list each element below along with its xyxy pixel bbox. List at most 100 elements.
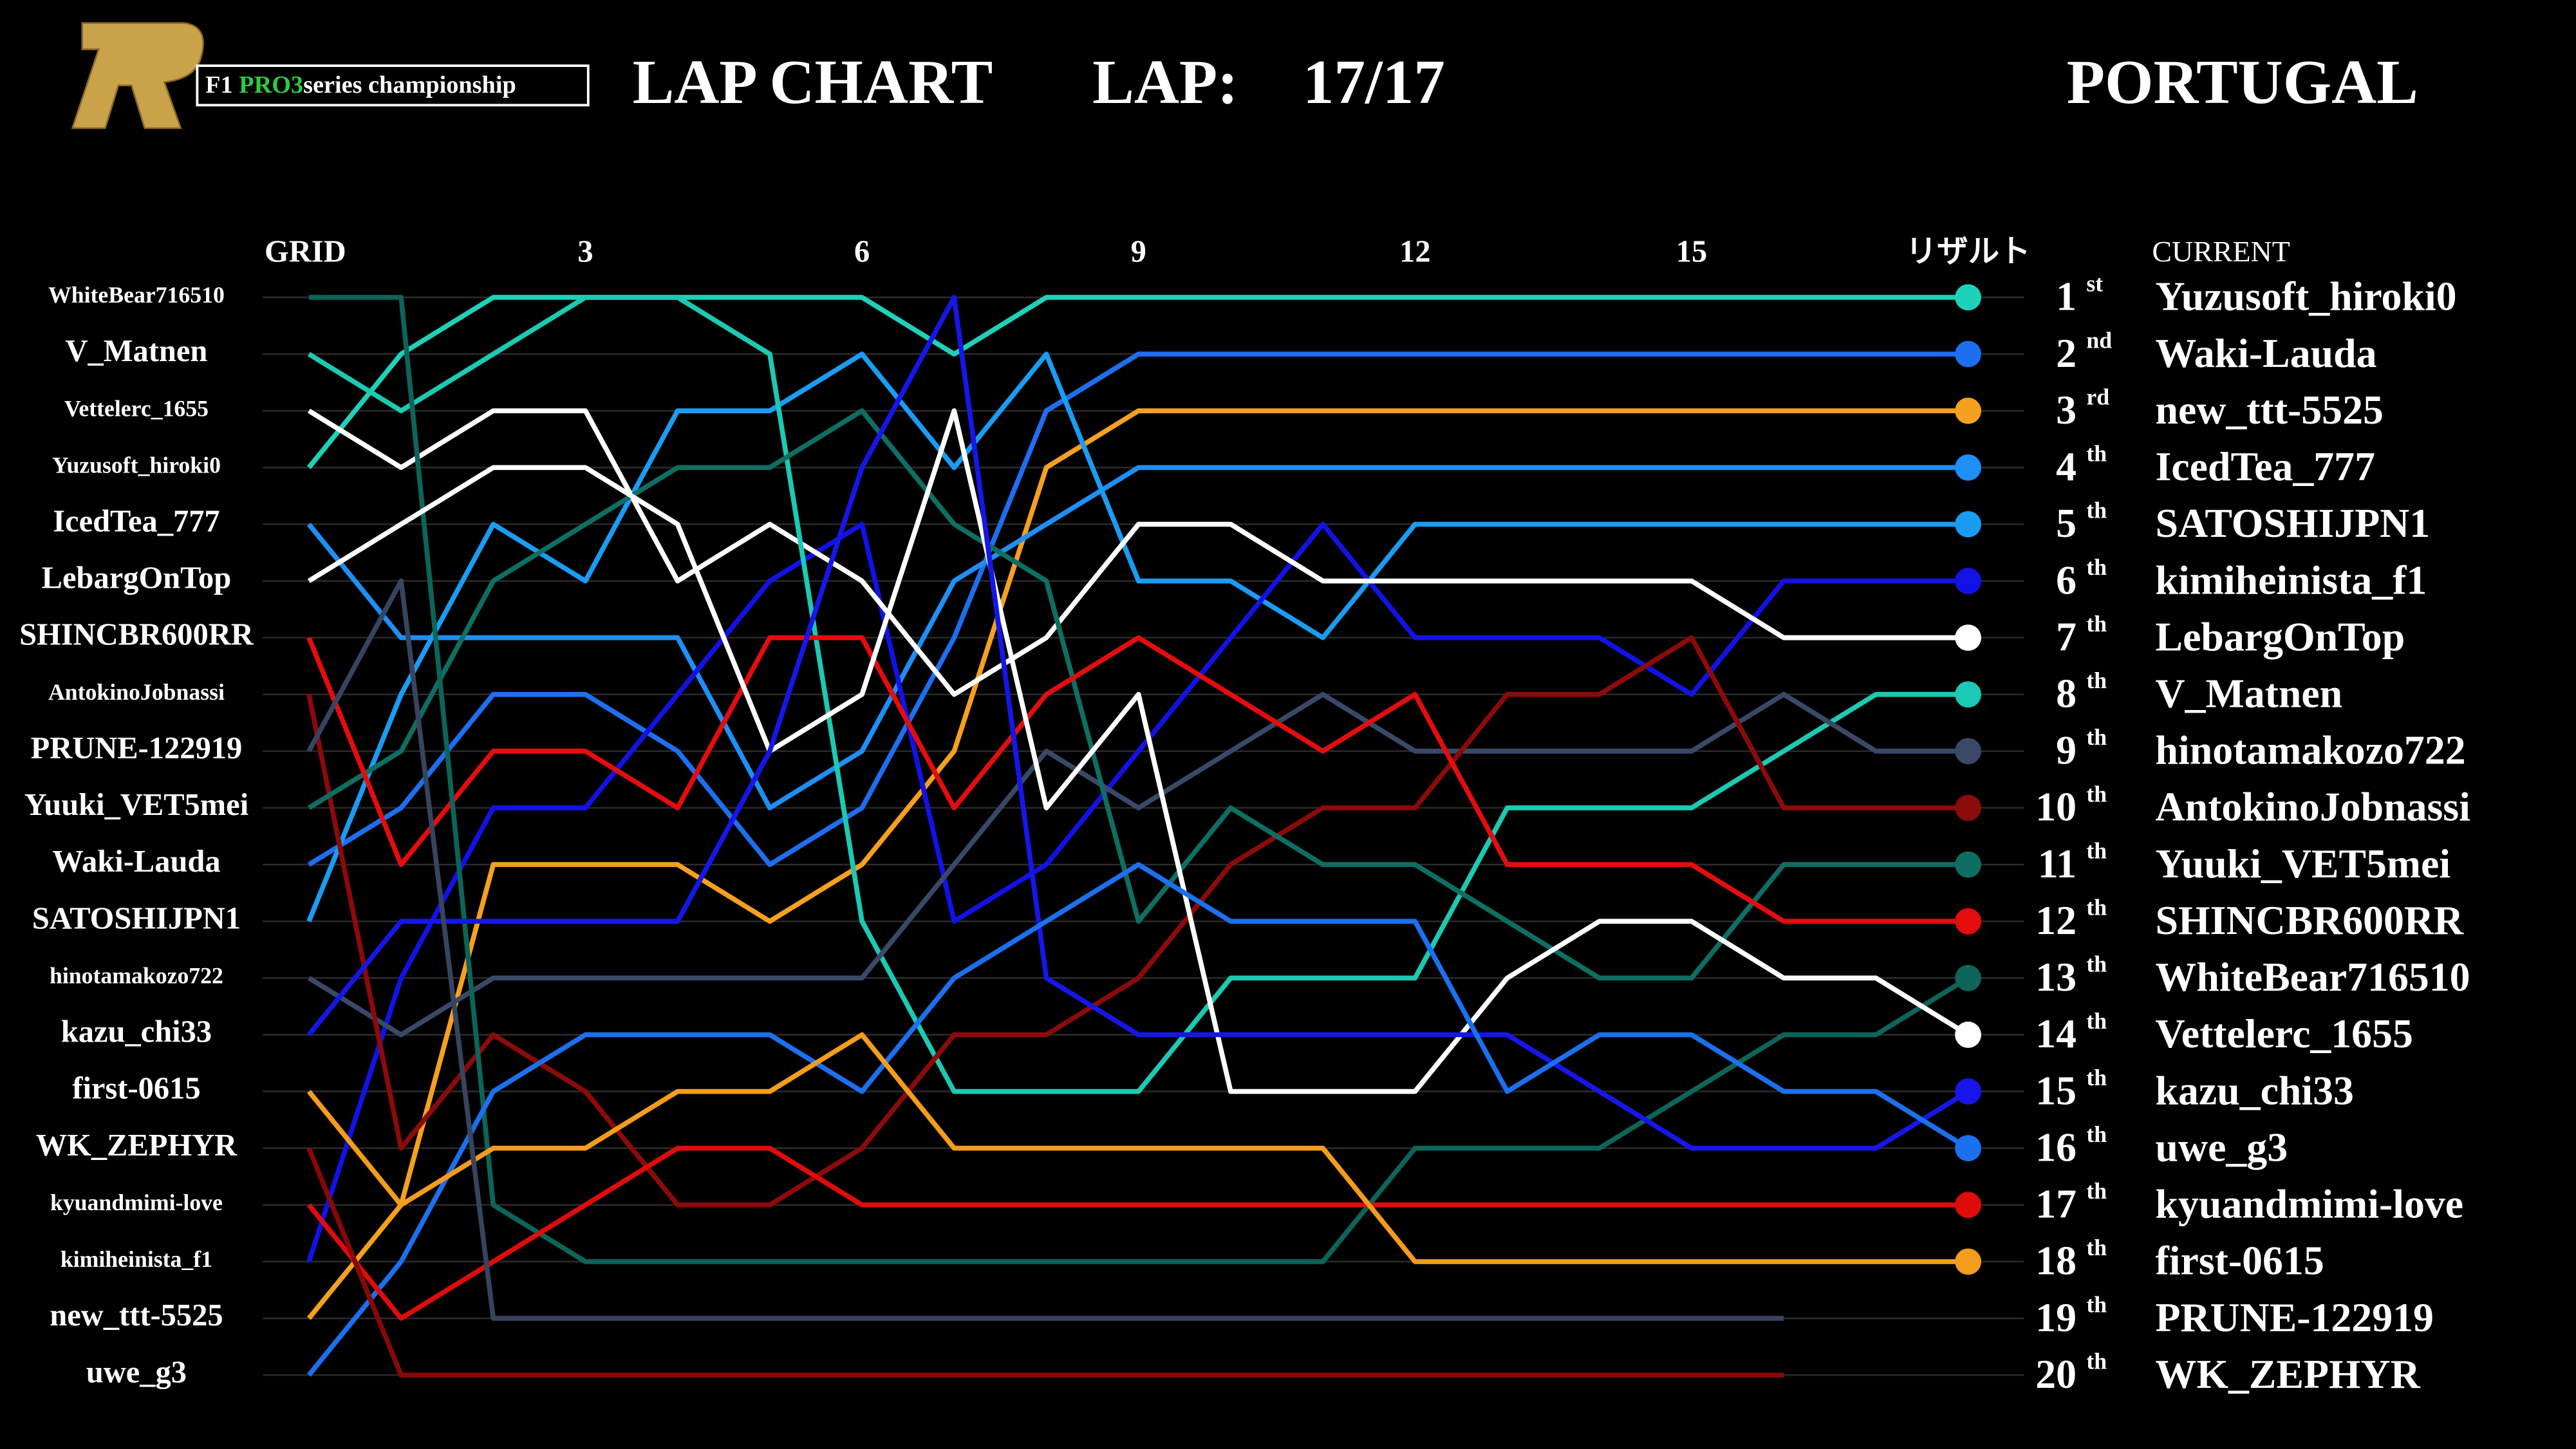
logo-r [71, 22, 204, 129]
legend-name: SHINCBR600RR [2156, 897, 2464, 943]
rank-number: 17 [2035, 1181, 2077, 1227]
result-dot [1955, 964, 1982, 991]
legend-name: uwe_g3 [2156, 1124, 2288, 1170]
y-tick-label: uwe_g3 [86, 1355, 187, 1389]
series-line [306, 635, 1968, 1208]
y-tick-label: new_ttt-5525 [50, 1298, 223, 1332]
legend-name: Yuzusoft_hiroki0 [2156, 274, 2457, 319]
legend-name: Vettelerc_1655 [2156, 1011, 2413, 1056]
y-tick-label: Yuuki_VET5mei [24, 788, 248, 822]
series-line [307, 351, 1968, 867]
rank-suffix: th [2086, 951, 2107, 977]
series-line [306, 351, 1968, 922]
rank-suffix: th [2086, 1178, 2107, 1204]
series-line [306, 578, 1784, 1321]
logo-text: F1 PRO3series championship [205, 71, 516, 98]
lap-value: 17/17 [1303, 48, 1445, 117]
legend-name: PRUNE-122919 [2156, 1295, 2434, 1340]
rank-suffix: th [2086, 611, 2107, 637]
rank-suffix: rd [2086, 384, 2109, 410]
result-dot [1955, 341, 1982, 368]
y-tick-label: hinotamakozo722 [50, 963, 223, 989]
legend-name: V_Matnen [2156, 671, 2343, 716]
y-tick-label: IcedTea_777 [53, 505, 220, 539]
y-tick-label: V_Matnen [66, 334, 208, 368]
legend-name: IcedTea_777 [2156, 444, 2375, 489]
y-tick-label: AntokinoJobnassi [48, 679, 225, 705]
y-tick-label: SATOSHIJPN1 [32, 901, 241, 935]
result-dot [1955, 1192, 1982, 1219]
rank-suffix: th [2086, 781, 2107, 807]
lap-label: LAP: [1092, 48, 1238, 117]
rank-suffix: th [2086, 837, 2107, 863]
results-title: CURRENT [2152, 235, 2290, 268]
plot: WhiteBear716510 V_Matnen Vettelerc_1655 Yuz… [19, 235, 2470, 1397]
y-tick-label: WK_ZEPHYR [36, 1128, 238, 1163]
y-tick-label: LebargOnTop [42, 561, 232, 595]
legend-name: hinotamakozo722 [2156, 727, 2466, 773]
rank-number: 7 [2056, 613, 2077, 659]
rank-suffix: th [2086, 1065, 2107, 1090]
legend-name: kimiheinista_f1 [2156, 557, 2427, 603]
rank-number: 12 [2035, 897, 2077, 943]
result-dot [1955, 454, 1982, 481]
result-dot [1955, 568, 1982, 594]
rank-suffix: th [2086, 1291, 2107, 1317]
y-tick-label: PRUNE-122919 [31, 731, 243, 765]
logo: F1 PRO3series championship [71, 22, 590, 129]
series-line [307, 408, 1968, 981]
rank-number: 15 [2035, 1067, 2077, 1113]
legend-name: Yuuki_VET5mei [2156, 841, 2451, 886]
location: PORTUGAL [2067, 48, 2418, 117]
series-line [307, 295, 1968, 1094]
rank-suffix: st [2086, 270, 2103, 296]
logo-prefix: F1 [205, 71, 233, 98]
result-dot [1955, 1078, 1982, 1105]
rank-number: 19 [2035, 1295, 2077, 1340]
series-line [307, 691, 1968, 1038]
title: LAP CHART [633, 48, 993, 117]
y-tick-label: Waki-Lauda [52, 845, 220, 879]
rank-number: 8 [2056, 671, 2077, 716]
rank-suffix: nd [2086, 327, 2112, 353]
x-tick-label: GRID [265, 235, 346, 269]
series-line [308, 295, 1970, 1264]
series-line [306, 1032, 1968, 1264]
y-tick-label: first-0615 [72, 1072, 200, 1106]
y-tick-label: kimiheinista_f1 [61, 1246, 212, 1272]
rank-number: 4 [2056, 444, 2077, 489]
result-dot [1955, 1248, 1982, 1275]
rank-suffix: th [2086, 441, 2107, 467]
legend-name: SATOSHIJPN1 [2156, 500, 2431, 546]
result-dot [1955, 284, 1982, 311]
result-dot [1955, 510, 1982, 538]
legend-name: AntokinoJobnassi [2156, 784, 2470, 830]
result-dot [1955, 851, 1982, 878]
rank-suffix: th [2086, 1348, 2107, 1374]
rank-number: 10 [2035, 784, 2077, 830]
legend-name: first-0615 [2156, 1238, 2324, 1284]
legend-name: WhiteBear716510 [2156, 954, 2470, 1000]
legend-name: kazu_chi33 [2156, 1067, 2354, 1113]
series-line [306, 465, 1968, 810]
rank-suffix: th [2086, 724, 2107, 750]
series-line [307, 408, 1970, 1094]
rank-suffix: th [2086, 1235, 2107, 1260]
rank-suffix: th [2086, 895, 2107, 921]
series-line [307, 408, 1968, 697]
series-line [306, 635, 1968, 924]
series-line [306, 1147, 1784, 1378]
result-dot [1955, 1135, 1982, 1162]
rank-suffix: th [2086, 498, 2107, 523]
logo-suffix: series championship [303, 71, 516, 98]
logo-box [196, 64, 590, 107]
series-line [306, 862, 1970, 1377]
result-dot [1955, 624, 1982, 651]
rank-number: 18 [2035, 1238, 2077, 1284]
x-tick-label: 15 [1676, 235, 1707, 269]
result-dot [1955, 908, 1982, 935]
y-tick-label: Yuzusoft_hiroki0 [52, 452, 221, 478]
legend-name: LebargOnTop [2156, 613, 2405, 659]
legend-name: new_ttt-5525 [2156, 387, 2384, 433]
